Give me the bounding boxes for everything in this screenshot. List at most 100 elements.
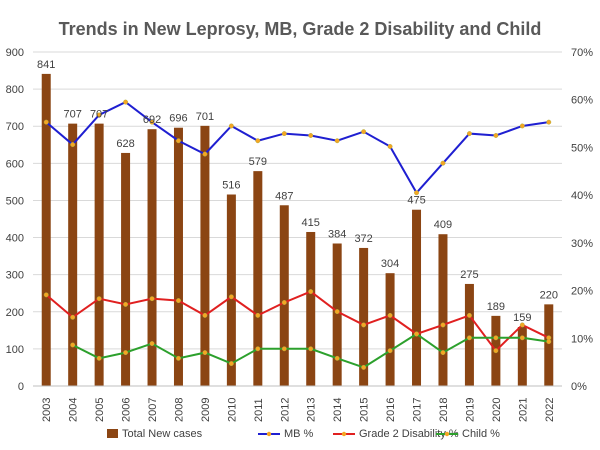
bar	[200, 125, 210, 387]
bar-data-label: 707	[90, 109, 108, 121]
series-point	[43, 119, 49, 125]
legend: Total New cases MB % Grade 2 Disability % C…	[107, 428, 500, 440]
series-point	[308, 289, 314, 294]
bar	[173, 127, 183, 386]
bar	[332, 243, 342, 386]
series-point	[96, 112, 102, 118]
x-tick-label: 2003	[41, 398, 53, 422]
x-tick-label: 2009	[200, 398, 212, 422]
series-lines	[43, 99, 552, 370]
series-point	[493, 348, 499, 354]
bar-data-label: 409	[434, 219, 452, 231]
series-point	[466, 312, 472, 318]
y2-tick-label: 70%	[571, 47, 593, 59]
data-labels: 841 707 707 628 692 696 701 516 579 487 415 384 372 3…	[37, 59, 558, 324]
series-point	[70, 142, 76, 148]
y-tick-label: 900	[6, 47, 24, 59]
x-tick-label: 2016	[385, 398, 397, 422]
series-line	[45, 290, 550, 353]
series-point	[361, 129, 367, 135]
series-point	[308, 346, 314, 352]
bar	[464, 283, 474, 386]
bar	[147, 129, 157, 387]
legend-swatch	[107, 429, 118, 438]
x-tick-label: 2012	[279, 398, 291, 422]
series-point	[361, 322, 367, 328]
series-point	[466, 131, 472, 137]
series-point	[228, 361, 234, 367]
bar	[544, 304, 554, 386]
x-tick-label: 2015	[359, 398, 371, 422]
series-point	[387, 144, 393, 149]
bar-data-label: 701	[196, 111, 214, 123]
bar	[253, 171, 263, 386]
series-point	[96, 296, 102, 302]
x-tick-label: 2005	[94, 398, 106, 422]
series-point	[70, 314, 76, 320]
series-point	[414, 331, 419, 337]
legend-label: Child %	[462, 428, 500, 440]
series-point	[202, 312, 208, 318]
series-point	[255, 312, 261, 318]
x-tick-label: 2019	[464, 398, 476, 422]
series-point	[281, 131, 287, 137]
series-point	[281, 346, 287, 352]
series-point	[123, 99, 129, 105]
series-point	[334, 138, 340, 144]
y2-tick-label: 30%	[571, 238, 593, 250]
axes: 0 100 200 300 400 500 600 700 800 900 0% 10% 20% 30% 4…	[6, 47, 594, 422]
x-tick-label: 2010	[226, 398, 238, 422]
series-point	[255, 346, 261, 352]
bar-data-label: 579	[249, 156, 267, 168]
bar-data-label: 415	[302, 217, 320, 229]
y-tick-label: 800	[6, 84, 24, 96]
series-point	[519, 123, 525, 129]
x-tick-label: 2011	[253, 398, 265, 422]
x-tick-label: 2017	[412, 398, 424, 422]
legend-marker	[341, 431, 347, 437]
y-tick-label: 700	[6, 121, 24, 133]
legend-label: MB %	[284, 428, 314, 440]
x-tick-label: 2013	[306, 398, 318, 422]
series-point	[255, 138, 261, 144]
series-point	[440, 350, 446, 356]
series-point	[149, 119, 155, 125]
series-line	[45, 100, 549, 195]
bar-data-label: 304	[381, 258, 399, 270]
series-point	[546, 119, 552, 125]
bar	[68, 123, 78, 386]
bar-data-label: 220	[540, 289, 558, 301]
bar	[41, 73, 51, 386]
series-point	[123, 350, 129, 356]
bar-data-label: 696	[169, 113, 187, 125]
bar-data-label: 707	[63, 109, 81, 121]
y-tick-label: 600	[6, 158, 24, 170]
series-point	[228, 123, 234, 129]
y-tick-label: 0	[18, 381, 24, 393]
series-point	[387, 348, 393, 354]
legend-marker	[266, 431, 272, 437]
x-tick-label: 2021	[517, 398, 529, 422]
y-tick-label: 300	[6, 270, 24, 282]
x-tick-label: 2006	[121, 398, 133, 422]
bar-data-label: 159	[513, 312, 531, 324]
series-point	[228, 294, 234, 300]
x-tick-label: 2008	[173, 398, 185, 422]
series-point	[519, 322, 525, 328]
bar-data-label: 487	[275, 190, 293, 202]
bar-data-label: 372	[354, 233, 372, 245]
bar-data-label: 516	[222, 180, 240, 192]
legend-label: Grade 2 Disability %	[359, 428, 459, 440]
y2-tick-label: 40%	[571, 190, 593, 202]
y-tick-label: 400	[6, 233, 24, 245]
series-point	[43, 292, 49, 298]
legend-label: Total New cases	[122, 428, 203, 440]
series-point	[546, 339, 552, 345]
y-tick-label: 200	[6, 307, 24, 319]
x-tick-label: 2014	[332, 398, 344, 422]
y2-tick-label: 50%	[571, 142, 593, 154]
series-point	[414, 190, 419, 196]
series-point	[334, 309, 340, 315]
series-point	[466, 335, 472, 341]
